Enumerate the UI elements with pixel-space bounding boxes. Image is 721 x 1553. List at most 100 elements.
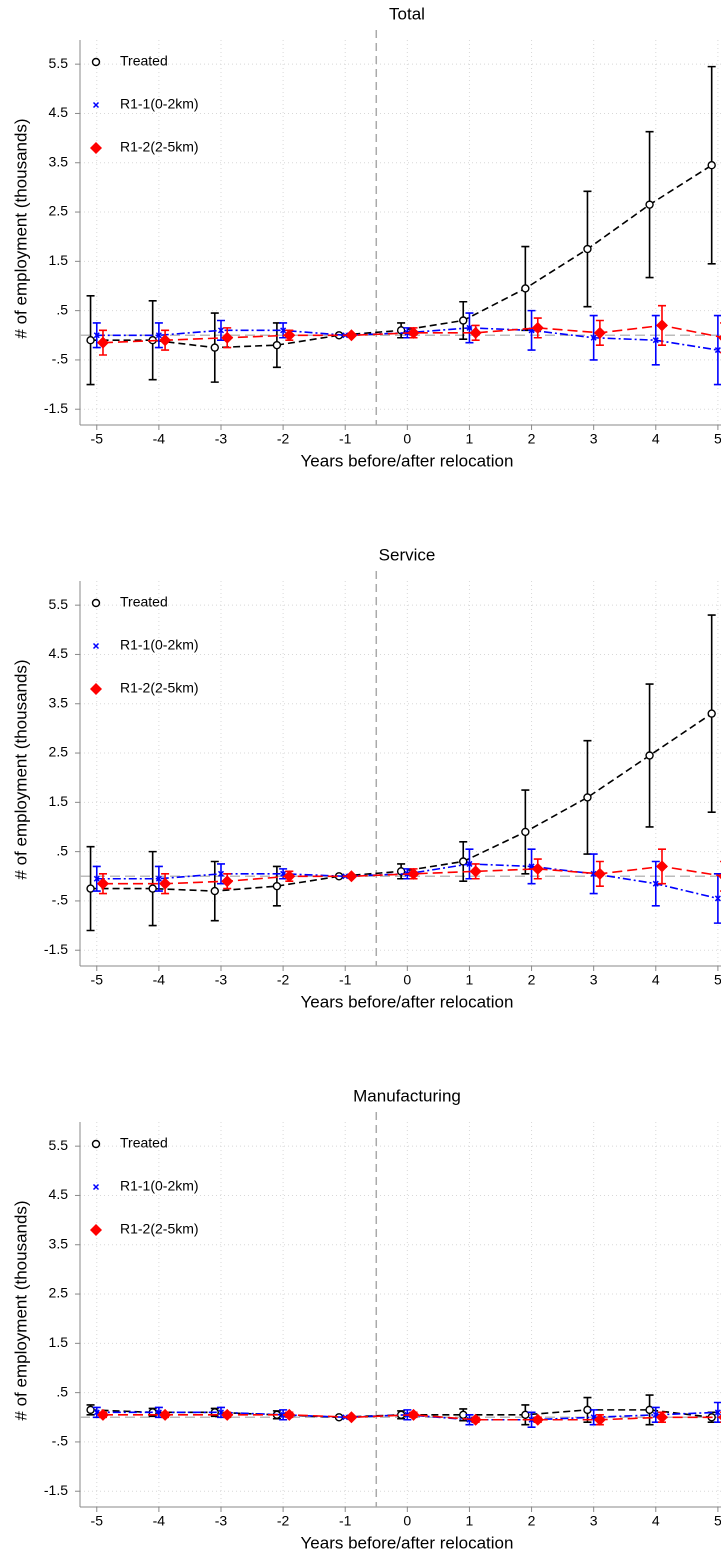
- legend-label: Treated: [120, 53, 168, 69]
- marker: [217, 870, 225, 877]
- marker: [96, 877, 109, 890]
- y-tick-label: 2.5: [49, 1285, 69, 1301]
- marker: [407, 867, 420, 880]
- marker: [86, 336, 95, 345]
- marker: [221, 1408, 234, 1421]
- x-tick-label: -4: [153, 431, 166, 447]
- marker: [714, 895, 721, 902]
- x-axis-label: Years before/after relocation: [301, 1533, 514, 1552]
- y-tick-label: 4.5: [49, 1186, 69, 1202]
- x-tick-label: 2: [528, 1513, 536, 1529]
- marker: [531, 1413, 544, 1426]
- marker: [593, 867, 606, 880]
- y-tick-label: 3.5: [49, 153, 69, 169]
- marker: [217, 327, 225, 334]
- legend-label: R1-1(0-2km): [120, 1178, 199, 1194]
- legend-label: R1-2(2-5km): [120, 680, 199, 696]
- y-tick-label: 2.5: [49, 203, 69, 219]
- y-tick-label: 4.5: [49, 645, 69, 661]
- marker: [645, 200, 654, 209]
- x-tick-label: 2: [528, 972, 536, 988]
- marker: [655, 319, 668, 332]
- legend-marker: [90, 683, 102, 695]
- marker: [407, 326, 420, 339]
- chart-title: Total: [389, 4, 425, 23]
- y-tick-label: 5.5: [49, 55, 69, 71]
- y-tick-label: .5: [56, 842, 68, 858]
- marker: [93, 875, 100, 882]
- marker: [345, 329, 358, 342]
- legend-label: R1-1(0-2km): [120, 637, 199, 653]
- x-tick-label: 5: [714, 431, 721, 447]
- panel: Service -5 -4 -3 -2 -1 0 1 2 3 4 5 5.5 4.5 3.5 2.5 1.5 .5…: [11, 545, 721, 1011]
- legend-label: Treated: [120, 1135, 168, 1151]
- x-tick-label: 2: [528, 431, 536, 447]
- x-tick-label: -3: [215, 1513, 228, 1529]
- marker: [466, 860, 473, 867]
- marker: [407, 1408, 420, 1421]
- x-tick-label: -2: [277, 431, 290, 447]
- marker: [96, 336, 109, 349]
- marker: [714, 1409, 721, 1416]
- x-tick-label: 4: [652, 431, 660, 447]
- marker: [280, 327, 287, 334]
- panel: Total -5 -4 -3 -2 -1 0 1 2 3 4 5 5.5 4.5 3.5 2.5 1.5 .5 -.…: [11, 4, 721, 470]
- marker: [655, 860, 668, 873]
- x-tick-label: 4: [652, 972, 660, 988]
- x-tick-label: 4: [652, 1513, 660, 1529]
- y-tick-label: .5: [56, 1383, 68, 1399]
- y-axis-label: # of employment (thousands): [11, 1200, 30, 1420]
- x-axis-label: Years before/after relocation: [301, 451, 514, 470]
- legend-marker: [92, 1183, 100, 1191]
- marker: [531, 321, 544, 334]
- x-tick-label: 3: [590, 1513, 598, 1529]
- legend-marker: [91, 1139, 101, 1149]
- y-tick-label: 2.5: [49, 744, 69, 760]
- series-line: [90, 164, 713, 349]
- x-tick-label: 1: [466, 972, 474, 988]
- marker: [93, 332, 100, 339]
- marker: [283, 870, 296, 883]
- x-tick-label: -2: [277, 1513, 290, 1529]
- x-tick-label: -3: [215, 972, 228, 988]
- series-line: [102, 865, 721, 885]
- x-tick-label: -4: [153, 972, 166, 988]
- marker: [707, 709, 716, 718]
- marker: [272, 881, 282, 891]
- legend-label: R1-2(2-5km): [120, 1221, 199, 1237]
- marker: [86, 884, 95, 893]
- legend-label: Treated: [120, 594, 168, 610]
- marker: [521, 284, 530, 293]
- x-tick-label: 5: [714, 1513, 721, 1529]
- marker: [583, 244, 592, 254]
- x-tick-label: 3: [590, 431, 598, 447]
- marker: [221, 331, 234, 344]
- legend-label: R1-1(0-2km): [120, 96, 199, 112]
- marker: [714, 347, 721, 354]
- y-tick-label: -.5: [52, 1433, 69, 1449]
- marker: [652, 880, 659, 887]
- marker: [221, 875, 234, 888]
- x-tick-label: -1: [339, 431, 352, 447]
- y-tick-label: -1.5: [44, 1482, 68, 1498]
- x-tick-label: -5: [91, 1513, 104, 1529]
- marker: [159, 877, 172, 890]
- chart-title: Manufacturing: [353, 1086, 461, 1105]
- x-tick-label: -2: [277, 972, 290, 988]
- x-tick-label: -1: [339, 1513, 352, 1529]
- marker: [345, 1411, 358, 1424]
- legend-marker: [92, 642, 100, 650]
- x-tick-label: 5: [714, 972, 721, 988]
- y-tick-label: 1.5: [49, 252, 69, 268]
- marker: [272, 340, 282, 350]
- marker: [210, 343, 219, 352]
- marker: [707, 161, 716, 170]
- marker: [345, 870, 358, 883]
- y-tick-label: -1.5: [44, 400, 68, 416]
- y-tick-label: -1.5: [44, 941, 68, 957]
- y-tick-label: 5.5: [49, 596, 69, 612]
- marker: [459, 857, 468, 866]
- y-tick-label: -.5: [52, 351, 69, 367]
- marker: [469, 326, 482, 339]
- x-tick-label: 0: [403, 972, 411, 988]
